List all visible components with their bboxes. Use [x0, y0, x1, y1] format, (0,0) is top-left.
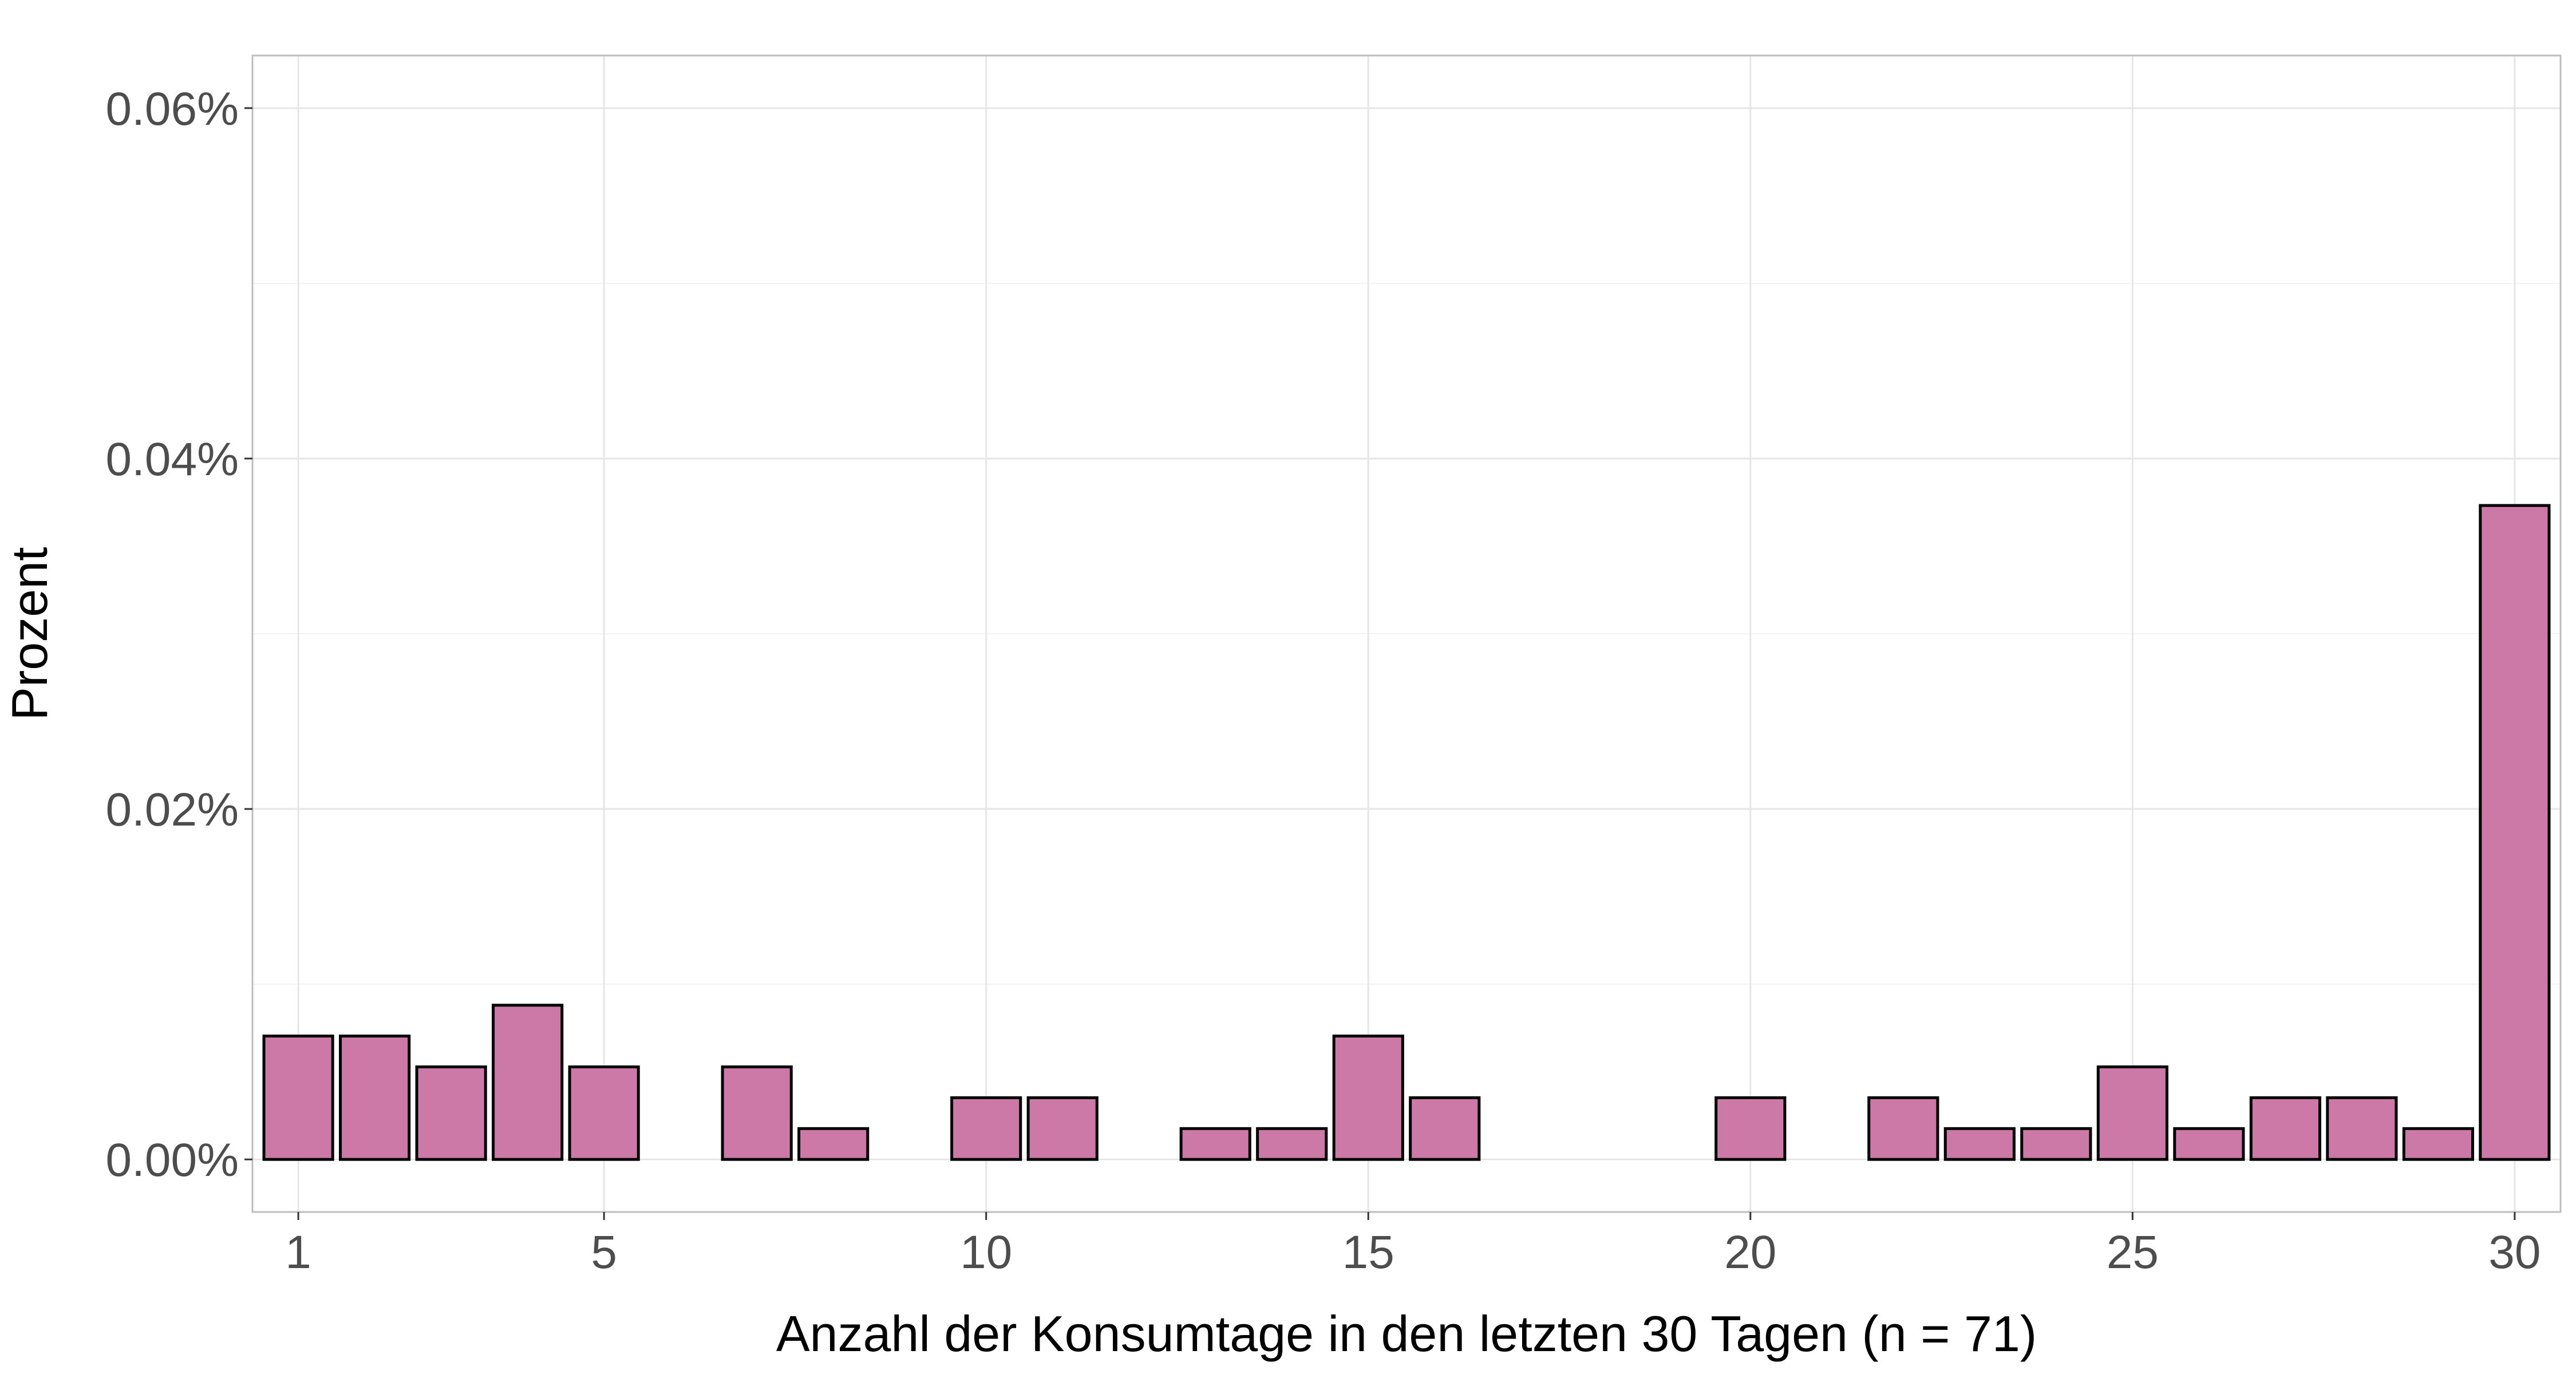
bar-day-5: [568, 1065, 640, 1161]
bars: [262, 504, 2551, 1161]
bar-day-3: [415, 1065, 487, 1161]
grid-lines: [252, 56, 2561, 1212]
bar-day-27: [2249, 1096, 2321, 1161]
axis-ticks: 1 5 10 15 20 25 300.00%0.02%0.04%0.06%: [105, 83, 2541, 1278]
bar-day-24: [2020, 1127, 2092, 1161]
x-tick-label: 15: [1342, 1226, 1394, 1278]
bar-day-10: [950, 1096, 1022, 1161]
y-tick-label: 0.06%: [105, 83, 239, 135]
bar-day-30: [2479, 504, 2551, 1161]
x-tick-label: 30: [2488, 1226, 2541, 1278]
bar-day-7: [721, 1065, 793, 1161]
bar-day-4: [492, 1004, 564, 1161]
bar-day-22: [1867, 1096, 1939, 1161]
y-axis-title: Prozent: [1, 547, 58, 720]
x-tick-label: 1: [285, 1226, 311, 1278]
x-tick-label: 10: [960, 1226, 1012, 1278]
y-tick-label: 0.02%: [105, 784, 239, 836]
bar-day-29: [2402, 1127, 2474, 1161]
bar-day-16: [1409, 1096, 1481, 1161]
bar-day-28: [2326, 1096, 2398, 1161]
bar-day-11: [1026, 1096, 1099, 1161]
x-tick-label: 20: [1724, 1226, 1776, 1278]
bar-day-20: [1714, 1096, 1787, 1161]
bar-day-25: [2096, 1065, 2168, 1161]
bar-day-8: [797, 1127, 870, 1161]
plot-border: [251, 54, 2562, 1213]
bar-day-14: [1256, 1127, 1328, 1161]
x-tick-label: 5: [591, 1226, 617, 1278]
bar-day-2: [339, 1035, 411, 1161]
bar-day-1: [262, 1035, 334, 1161]
bar-day-13: [1179, 1127, 1251, 1161]
y-tick-label: 0.00%: [105, 1134, 239, 1186]
bar-day-23: [1943, 1127, 2016, 1161]
x-axis-title: Anzahl der Konsumtage in den letzten 30 …: [776, 1305, 2037, 1362]
bar-day-15: [1332, 1035, 1404, 1161]
y-tick-label: 0.04%: [105, 433, 239, 485]
x-tick-label: 25: [2107, 1226, 2159, 1278]
bar-day-26: [2173, 1127, 2245, 1161]
